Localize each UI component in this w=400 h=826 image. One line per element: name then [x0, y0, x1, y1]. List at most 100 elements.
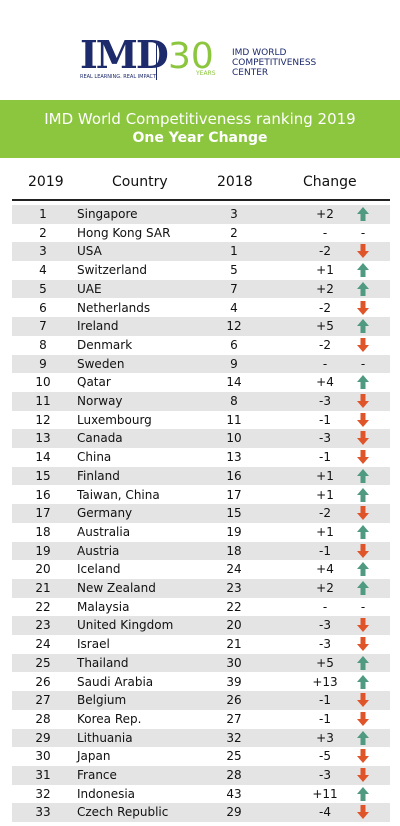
- trend-arrow: [357, 543, 369, 558]
- table-row: 9 Sweden 9 - -: [12, 354, 390, 374]
- table-row: 3 USA 1 -2: [12, 242, 390, 262]
- arrow-shape: [357, 300, 369, 315]
- arrow-shape: [357, 506, 369, 521]
- country: Korea Rep.: [77, 711, 142, 726]
- arrow-shape: [357, 581, 369, 595]
- rank-2019: 20: [35, 562, 51, 577]
- table-row: 23 United Kingdom 20 -3: [12, 616, 390, 636]
- change: -1: [319, 543, 331, 558]
- change: -2: [319, 337, 331, 352]
- rank-2018: 9: [230, 356, 238, 371]
- header-rule: [12, 199, 390, 201]
- change: -5: [319, 749, 331, 764]
- banner-subtitle: One Year Change: [132, 130, 268, 146]
- trend-arrow: [357, 674, 369, 689]
- banner: IMD World Competitiveness ranking 2019 O…: [0, 100, 400, 158]
- arrow-shape: [357, 768, 369, 782]
- rank-2019: 3: [39, 244, 47, 259]
- table-row: 28 Korea Rep. 27 -1: [12, 709, 390, 729]
- center-line: CENTER: [232, 68, 269, 78]
- rank-2018: 21: [226, 637, 242, 652]
- table-row: 17 Germany 15 -2: [12, 504, 390, 523]
- table-row: 4 Switzerland 5 +1: [12, 261, 390, 280]
- rank-2018: 18: [226, 543, 242, 558]
- trend-arrow: [357, 207, 369, 221]
- trend-arrow: [357, 506, 369, 521]
- rank-2018: 27: [226, 711, 242, 726]
- change: -3: [319, 394, 331, 408]
- rank-2018: 6: [230, 337, 238, 352]
- table-header: 2019 Country 2018 Change: [12, 174, 390, 194]
- rank-2019: 12: [35, 412, 51, 427]
- table-row: 20 Iceland 24 +4: [12, 560, 390, 579]
- rank-2018: 39: [226, 674, 242, 689]
- anniversary: 30: [168, 36, 214, 77]
- arrow-shape: [357, 562, 369, 577]
- country: Hong Kong SAR: [77, 225, 171, 240]
- change: +2: [316, 281, 334, 296]
- column-header: Country: [112, 174, 168, 190]
- table-row: 27 Belgium 26 -1: [12, 691, 390, 710]
- rank-2018: 17: [226, 487, 242, 502]
- country: USA: [77, 244, 102, 259]
- country: Luxembourg: [77, 412, 152, 427]
- trend-arrow: [357, 524, 369, 539]
- table-row: 15 Finland 16 +1: [12, 466, 390, 486]
- table-row: 8 Denmark 6 -2: [12, 335, 390, 355]
- table-row: 12 Luxembourg 11 -1: [12, 410, 390, 430]
- trend-arrow: [357, 693, 369, 708]
- trend-arrow: [357, 375, 369, 390]
- rank-2019: 26: [35, 674, 51, 689]
- country: Switzerland: [77, 263, 147, 278]
- rank-2019: 8: [39, 337, 47, 352]
- trend-arrow: [357, 450, 369, 465]
- table-row: 13 Canada 10 -3: [12, 429, 390, 449]
- arrow-shape: [357, 468, 369, 483]
- rank-2019: 19: [35, 543, 51, 558]
- table-row: 29 Lithuania 32 +3: [12, 728, 390, 748]
- table-row: 30 Japan 25 -5: [12, 747, 390, 766]
- rank-2019: 29: [35, 730, 51, 745]
- table-row: 7 Ireland 12 +5: [12, 317, 390, 336]
- trend: -: [360, 225, 366, 240]
- trend: -: [360, 356, 366, 371]
- trend-arrow: [357, 394, 369, 408]
- change: -2: [319, 300, 331, 315]
- change: +13: [312, 674, 338, 689]
- arrow-shape: [357, 412, 369, 427]
- country: Saudi Arabia: [77, 674, 154, 689]
- rank-2019: 27: [35, 693, 51, 708]
- country: Czech Republic: [77, 805, 169, 820]
- rank-2019: 9: [39, 356, 47, 371]
- change: -2: [319, 244, 331, 259]
- arrow-shape: [357, 281, 369, 296]
- change: +4: [316, 375, 334, 390]
- change: -3: [319, 768, 331, 782]
- change: -: [322, 356, 328, 371]
- rank-2019: 30: [35, 749, 51, 764]
- change: +1: [316, 263, 334, 278]
- country: Ireland: [77, 319, 119, 334]
- rank-2018: 32: [226, 730, 242, 745]
- rank-2019: 25: [35, 655, 51, 670]
- rank-2019: 16: [35, 487, 51, 502]
- change: -: [322, 225, 328, 240]
- country: China: [77, 450, 112, 465]
- change: +5: [316, 319, 334, 334]
- rank-2018: 5: [230, 263, 238, 278]
- country: Australia: [77, 524, 131, 539]
- trend-arrow: [357, 562, 369, 577]
- rank-2018: 19: [226, 524, 242, 539]
- change: -: [322, 599, 328, 614]
- table-row: 10 Qatar 14 +4: [12, 373, 390, 392]
- rank-2018: 1: [230, 244, 238, 259]
- rank-2019: 7: [39, 319, 47, 334]
- arrow-shape: [357, 487, 369, 502]
- trend-arrow: [357, 618, 369, 633]
- change: -1: [319, 693, 331, 708]
- trend-arrow: [357, 431, 369, 446]
- change: +3: [316, 730, 334, 745]
- banner-title: IMD World Competitiveness ranking 2019: [44, 110, 356, 128]
- arrow-shape: [357, 786, 369, 801]
